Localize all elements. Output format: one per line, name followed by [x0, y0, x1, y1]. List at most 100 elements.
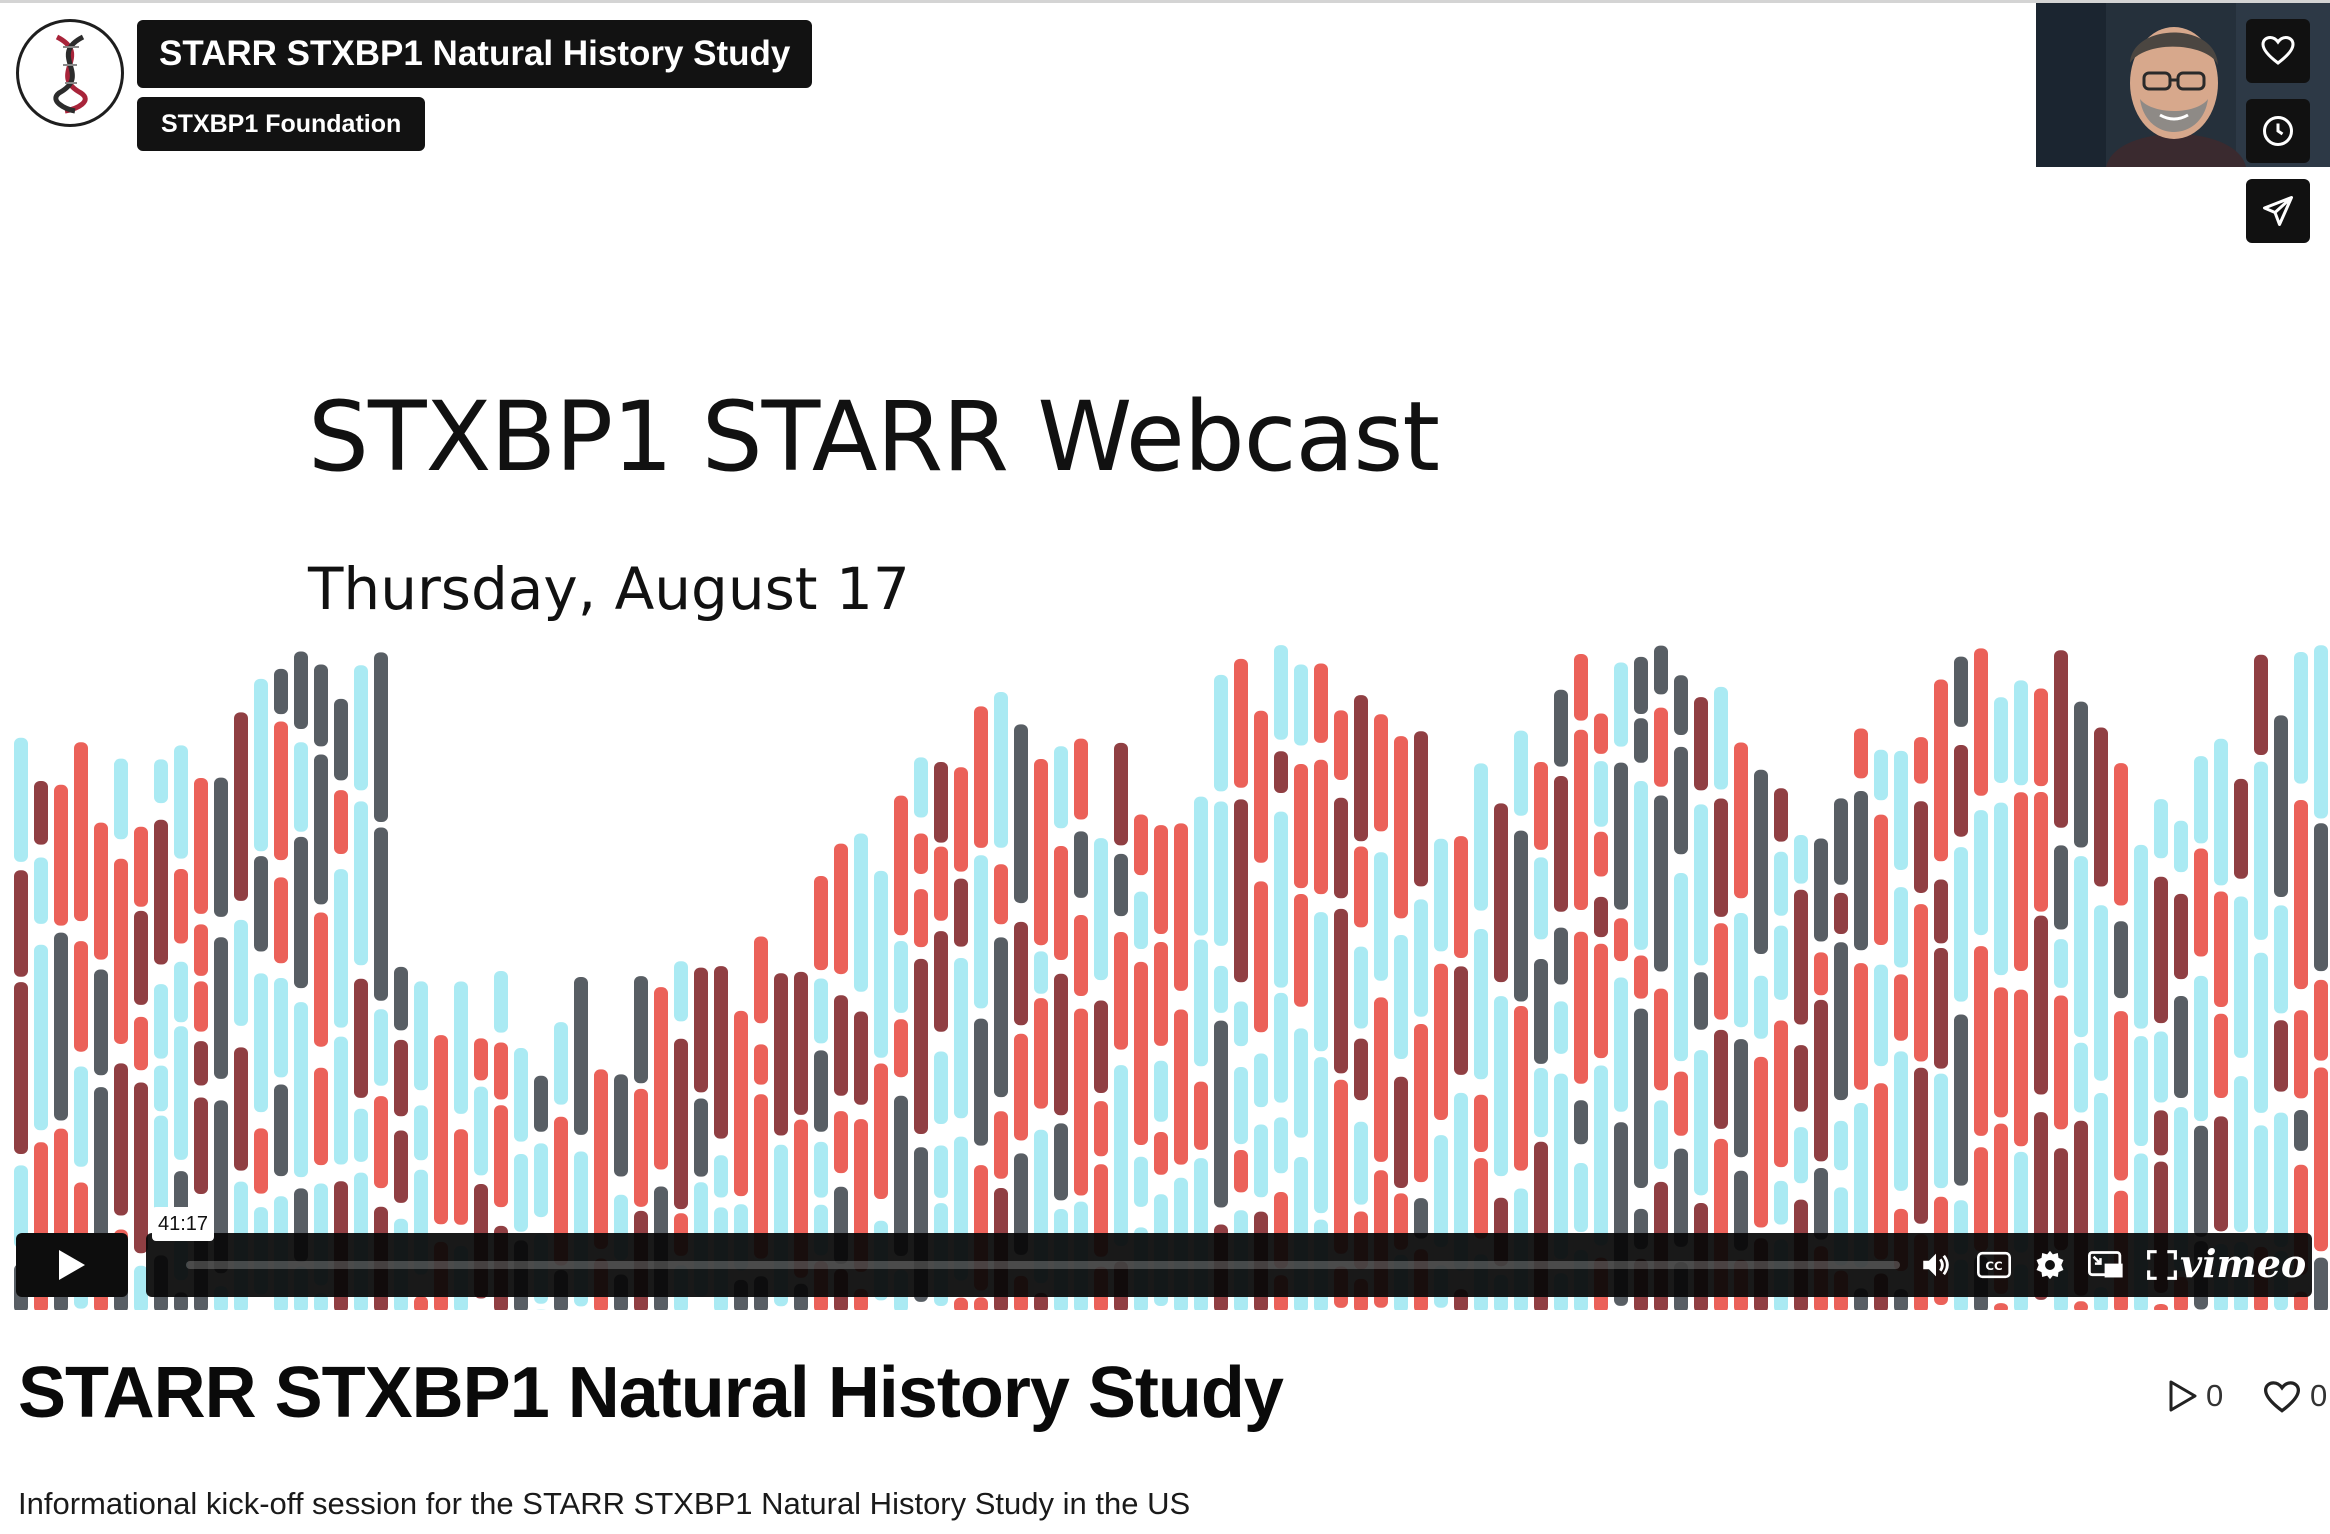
play-outline-icon: [2169, 1380, 2197, 1412]
slide-bar: [74, 742, 88, 1309]
slide-bar: [1374, 714, 1388, 1308]
likes-value: 0: [2310, 1378, 2328, 1413]
slide-bar: [954, 767, 968, 1310]
fullscreen-button[interactable]: [2144, 1247, 2180, 1283]
slide-bar: [1274, 645, 1288, 1310]
slide-bar: [1474, 763, 1488, 1310]
slide-bar: [934, 761, 948, 1307]
slide-bar: [1414, 731, 1428, 1310]
heart-outline-icon: [2263, 1381, 2301, 1413]
slide-bar: [374, 652, 388, 1310]
svg-text:CC: CC: [1985, 1259, 2002, 1273]
slide-bar: [2274, 715, 2288, 1310]
slide-bar: [1874, 749, 1888, 1310]
gear-icon: [2036, 1250, 2064, 1280]
play-button[interactable]: [16, 1233, 128, 1297]
slide-bar: [674, 961, 688, 1310]
video-title-overlay[interactable]: STARR STXBP1 Natural History Study: [137, 20, 813, 88]
slide-bar: [1074, 738, 1088, 1310]
slide-bar: [2254, 654, 2268, 1310]
slide-bar: [1994, 697, 2008, 1310]
slide-bar: [2194, 756, 2208, 1310]
slide-bar: [354, 665, 368, 1310]
slide-bar: [1534, 761, 1548, 1310]
slide-bar: [1954, 656, 1968, 1310]
like-button[interactable]: [2246, 19, 2310, 83]
slide-bar: [234, 712, 248, 1310]
slide-bar: [1434, 838, 1448, 1308]
slide-bar: [1754, 769, 1768, 1310]
slide-bar: [1514, 730, 1528, 1310]
slide-bar: [54, 784, 68, 1310]
slide-bar: [134, 826, 148, 1310]
slide-bar: [254, 678, 268, 1295]
slide-bar: [554, 1022, 568, 1310]
slide-bar: [1934, 679, 1948, 1305]
slide-bar: [2014, 680, 2028, 1310]
slide-bar: [1694, 697, 1708, 1310]
slide-bar: [1854, 728, 1868, 1310]
video-description: Informational kick-off session for the S…: [18, 1486, 1191, 1521]
slide-bar: [1034, 758, 1048, 1310]
slide-bar: [1914, 737, 1928, 1310]
slide-bar: [334, 698, 348, 1310]
volume-button[interactable]: [1918, 1247, 1954, 1283]
likes-count[interactable]: 0: [2262, 1378, 2327, 1414]
slide-bar: [2294, 652, 2308, 1310]
byline-overlay[interactable]: STXBP1 Foundation: [137, 97, 426, 151]
slide-bar: [1394, 736, 1408, 1310]
slide-bar: [1734, 742, 1748, 1310]
slide-bar: [1494, 803, 1508, 1310]
slide-bar: [214, 777, 228, 1310]
slide-bar: [994, 691, 1008, 1310]
captions-button[interactable]: CC: [1976, 1247, 2012, 1283]
fullscreen-icon: [2147, 1250, 2177, 1280]
slide-bar: [294, 651, 308, 1310]
share-button[interactable]: [2246, 179, 2310, 243]
send-icon: [2263, 196, 2293, 226]
slide-bar: [2314, 645, 2328, 1310]
slide-bar: [1054, 746, 1068, 1310]
slide-bar: [974, 706, 988, 1310]
dna-logo-icon: [53, 34, 88, 114]
slide-bar: [274, 668, 288, 1310]
plays-value: 0: [2206, 1378, 2224, 1413]
progress-bar[interactable]: [186, 1261, 1900, 1269]
slide-bar: [1234, 658, 1248, 1310]
watch-later-button[interactable]: [2246, 99, 2310, 163]
slide-bar: [2234, 778, 2248, 1310]
slide-bar: [1134, 814, 1148, 1310]
vimeo-logo[interactable]: vimeo: [2180, 1241, 2307, 1286]
slide-bar: [34, 780, 48, 1310]
play-icon: [59, 1250, 85, 1280]
volume-icon: [1923, 1253, 1949, 1277]
timecode-tooltip: 41:17: [152, 1207, 215, 1241]
slide-bar: [754, 936, 768, 1310]
slide-bars-graphic: [14, 645, 2328, 1310]
slide-bar: [2114, 763, 2128, 1310]
slide-bar: [1214, 674, 1228, 1310]
slide-bar: [2094, 727, 2108, 1310]
pip-icon: [2088, 1251, 2123, 1278]
slide-title: STXBP1 STARR Webcast: [308, 381, 1440, 493]
slide-bar: [1014, 724, 1028, 1310]
slide-bar: [1594, 713, 1608, 1310]
slide-bar: [1554, 689, 1568, 1310]
slide-bar: [1714, 686, 1728, 1310]
slide-bar: [914, 757, 928, 1302]
slide-bar: [1894, 750, 1908, 1310]
settings-button[interactable]: [2032, 1247, 2068, 1283]
slide-bar: [1574, 653, 1588, 1310]
slide-bar: [2054, 650, 2068, 1310]
pip-button[interactable]: [2088, 1247, 2124, 1283]
slide-bar: [1634, 656, 1648, 1310]
slide-bar: [2214, 738, 2228, 1310]
heart-icon: [2261, 35, 2295, 65]
slide-bar: [1614, 662, 1628, 1306]
player-controls: 41:17 CC vimeo: [16, 1207, 2312, 1297]
slide-bar: [2074, 701, 2088, 1310]
video-player[interactable]: STXBP1 STARR Webcast Thursday, August 17…: [0, 0, 2330, 1310]
channel-logo[interactable]: [16, 19, 124, 127]
slide-bar: [1114, 742, 1128, 1310]
slide-bar: [314, 664, 328, 1310]
